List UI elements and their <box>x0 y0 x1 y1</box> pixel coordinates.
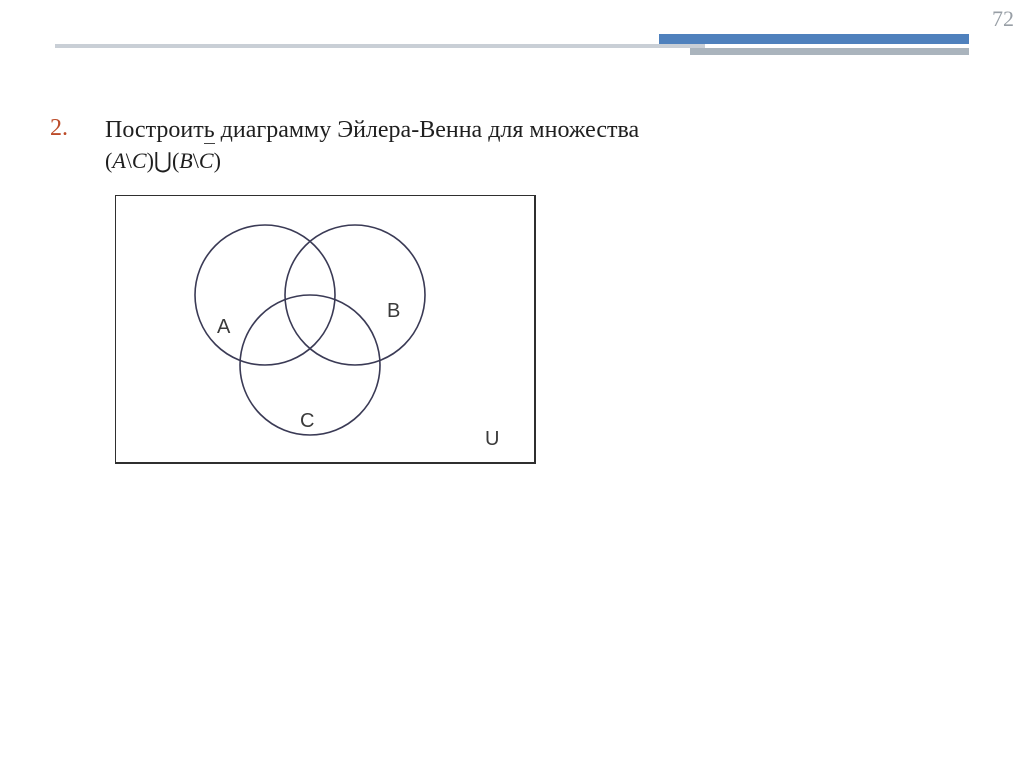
var-a: A <box>112 148 125 173</box>
task-line1-uchar: ь <box>204 117 215 144</box>
header-bar-1 <box>659 34 969 44</box>
universe-box <box>115 195 535 463</box>
venn-diagram: A B C U <box>115 195 545 480</box>
label-c: C <box>300 410 314 432</box>
formula: (A\C)⋃(B\C) <box>105 148 221 173</box>
header-bar-3 <box>55 44 705 48</box>
task-text: Построить диаграмму Эйлера-Венна для мно… <box>105 115 950 177</box>
label-u: U <box>485 428 499 450</box>
union-op: ⋃ <box>154 148 172 173</box>
var-b: B <box>179 148 192 173</box>
label-b: B <box>387 300 400 322</box>
header-bar-2 <box>690 48 969 55</box>
task-line1-pre: Построит <box>105 117 204 143</box>
label-a: A <box>217 316 231 338</box>
list-number: 2. <box>50 115 68 142</box>
venn-svg: A B C U <box>115 195 545 475</box>
slide: { "page_number": "72", "header_bars": [ … <box>0 0 1024 767</box>
task-line1-post: диаграмму Эйлера-Венна для множества <box>215 117 640 143</box>
var-c2: C <box>199 148 214 173</box>
var-c1: C <box>132 148 147 173</box>
page-number: 72 <box>992 6 1014 32</box>
content-area: 2. Построить диаграмму Эйлера-Венна для … <box>50 115 950 177</box>
rp2: ) <box>214 148 221 173</box>
rp1: ) <box>147 148 154 173</box>
